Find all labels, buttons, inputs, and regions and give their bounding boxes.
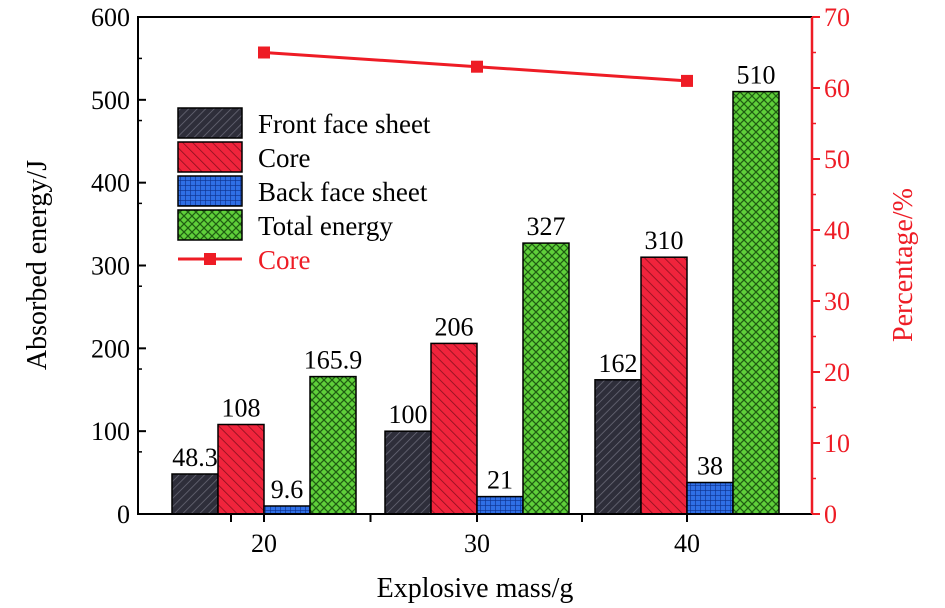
y2-axis-title: Percentage/% (888, 188, 919, 342)
legend: Front face sheet Core Back face sheet Total… (177, 107, 431, 275)
bar-back-face-sheet-30 (476, 495, 524, 515)
bar-core-20 (217, 423, 265, 515)
data-label-total-energy-40: 510 (737, 61, 776, 90)
left-tick-label: 200 (91, 334, 130, 363)
bars-layer (171, 90, 780, 515)
left-tick-label: 300 (91, 252, 130, 281)
data-label-front-face-sheet-30: 100 (389, 400, 428, 429)
data-label-back-face-sheet-40: 38 (697, 452, 723, 481)
bar-total-energy-30 (522, 242, 570, 515)
category-label-30: 30 (464, 529, 490, 558)
legend-label-total-energy: Total energy (258, 211, 393, 241)
bar-front-face-sheet-20 (171, 473, 219, 515)
data-label-core-20: 108 (222, 394, 261, 423)
data-label-core-40: 310 (645, 226, 684, 255)
left-tick-label: 500 (91, 86, 130, 115)
bar-total-energy-40 (732, 90, 780, 515)
bar-back-face-sheet-20 (263, 505, 311, 515)
bar-core-30 (430, 342, 478, 515)
bar-total-energy-20 (309, 375, 357, 515)
data-label-core-30: 206 (435, 312, 474, 341)
left-tick-label: 600 (91, 3, 130, 32)
core-percentage-marker-40 (681, 74, 693, 87)
legend-swatch-front-face-sheet (177, 107, 243, 139)
bar-back-face-sheet-40 (686, 481, 734, 515)
legend-label-back-face-sheet: Back face sheet (258, 177, 428, 207)
legend-label-front-face-sheet: Front face sheet (258, 109, 431, 139)
bar-front-face-sheet-30 (384, 430, 432, 515)
right-tick-label: 40 (824, 216, 850, 245)
right-tick-label: 30 (824, 287, 850, 316)
bottom-axis-ticks: 20 30 40 (230, 514, 700, 558)
legend-marker-core-line (204, 253, 216, 265)
data-label-total-energy-30: 327 (527, 212, 566, 241)
right-tick-label: 70 (824, 3, 850, 32)
core-percentage-marker-30 (471, 60, 483, 73)
x-axis-title: Explosive mass/g (377, 573, 574, 604)
data-label-back-face-sheet-20: 9.6 (271, 475, 304, 504)
data-label-total-energy-20: 165.9 (304, 346, 363, 375)
data-label-front-face-sheet-20: 48.3 (172, 443, 218, 472)
right-tick-label: 50 (824, 145, 850, 174)
right-tick-label: 20 (824, 358, 850, 387)
legend-swatch-core (177, 141, 243, 173)
bar-front-face-sheet-40 (594, 379, 642, 515)
category-label-40: 40 (674, 529, 700, 558)
category-label-20: 20 (251, 529, 277, 558)
left-tick-label: 100 (91, 417, 130, 446)
left-tick-label: 0 (117, 500, 130, 529)
bar-labels-layer: 48.3 100 162 108 206 310 9.6 21 38 165.9 327 510 (172, 61, 775, 504)
y-axis-title: Absorbed energy/J (22, 160, 53, 370)
legend-swatch-back-face-sheet (177, 175, 243, 207)
right-tick-label: 10 (824, 429, 850, 458)
right-axis-ticks: 0 10 20 30 40 50 60 70 (812, 3, 850, 529)
legend-swatch-total-energy (177, 209, 243, 241)
left-tick-label: 400 (91, 169, 130, 198)
data-label-back-face-sheet-30: 21 (487, 466, 513, 495)
legend-label-core-line: Core (258, 245, 311, 275)
core-percentage-marker-20 (258, 46, 270, 59)
left-axis-ticks: 0 100 200 300 400 500 600 (91, 3, 146, 529)
right-tick-label: 60 (824, 74, 850, 103)
core-percentage-line-layer (258, 46, 693, 87)
bar-core-40 (640, 256, 688, 515)
data-label-front-face-sheet-40: 162 (599, 349, 638, 378)
right-tick-label: 0 (824, 500, 837, 529)
legend-label-core: Core (258, 143, 311, 173)
